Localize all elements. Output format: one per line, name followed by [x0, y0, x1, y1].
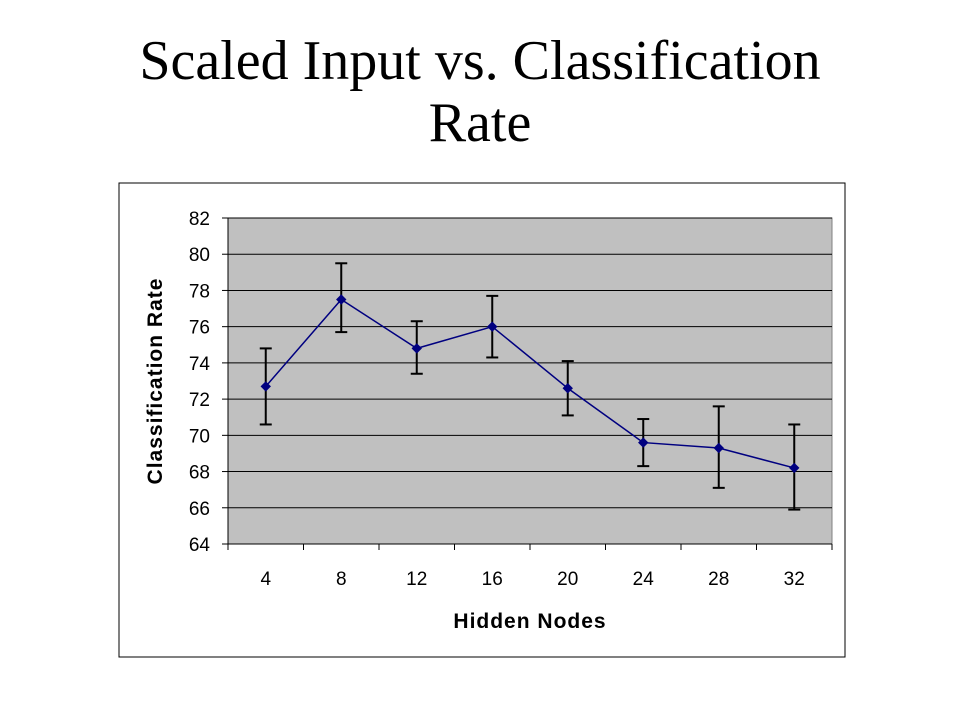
x-tick-label-24: 24	[633, 569, 655, 590]
y-tick-label-64: 64	[189, 535, 211, 556]
x-tick-labels: 4 8 12 16 20 24 28 32	[260, 569, 804, 590]
x-axis-title: Hidden Nodes	[453, 610, 606, 633]
x-tick-label-28: 28	[708, 569, 729, 590]
y-tick-label-76: 76	[189, 318, 210, 339]
x-tick-label-4: 4	[260, 569, 271, 590]
x-tick-label-32: 32	[784, 569, 805, 590]
y-tick-label-72: 72	[189, 390, 210, 411]
series-group	[260, 294, 800, 474]
y-tick-label-80: 80	[189, 245, 210, 266]
data-point-4	[260, 381, 271, 392]
slide-title-line-1: Scaled Input vs. Classification	[139, 30, 821, 92]
axes	[222, 217, 833, 550]
gridlines	[228, 217, 832, 509]
plot-area	[227, 217, 833, 545]
x-tick-label-8: 8	[336, 569, 347, 590]
data-point-32	[789, 462, 800, 474]
series-line-0	[265, 298, 795, 469]
data-point-8	[336, 294, 347, 305]
data-point-24	[638, 437, 649, 448]
x-tick-label-12: 12	[406, 569, 427, 590]
data-point-16	[487, 321, 498, 332]
slide-title: Scaled Input vs. Classification Rate	[0, 30, 960, 154]
y-tick-label-78: 78	[189, 281, 210, 302]
y-tick-label-70: 70	[189, 426, 210, 447]
y-axis-title: Classification Rate	[144, 278, 167, 485]
y-tick-label-74: 74	[189, 354, 211, 375]
y-tick-label-68: 68	[189, 463, 210, 484]
slide-title-line-2: Rate	[428, 92, 532, 154]
y-tick-label-66: 66	[189, 499, 210, 520]
x-tick-label-20: 20	[557, 569, 578, 590]
data-point-20	[562, 383, 573, 394]
y-tick-label-82: 82	[189, 209, 210, 230]
x-tick-label-16: 16	[482, 569, 503, 590]
data-point-28	[713, 442, 724, 454]
y-tick-labels: 64 66 68 70 72 74 76 78 80 82	[189, 209, 211, 556]
data-point-12	[411, 343, 422, 354]
